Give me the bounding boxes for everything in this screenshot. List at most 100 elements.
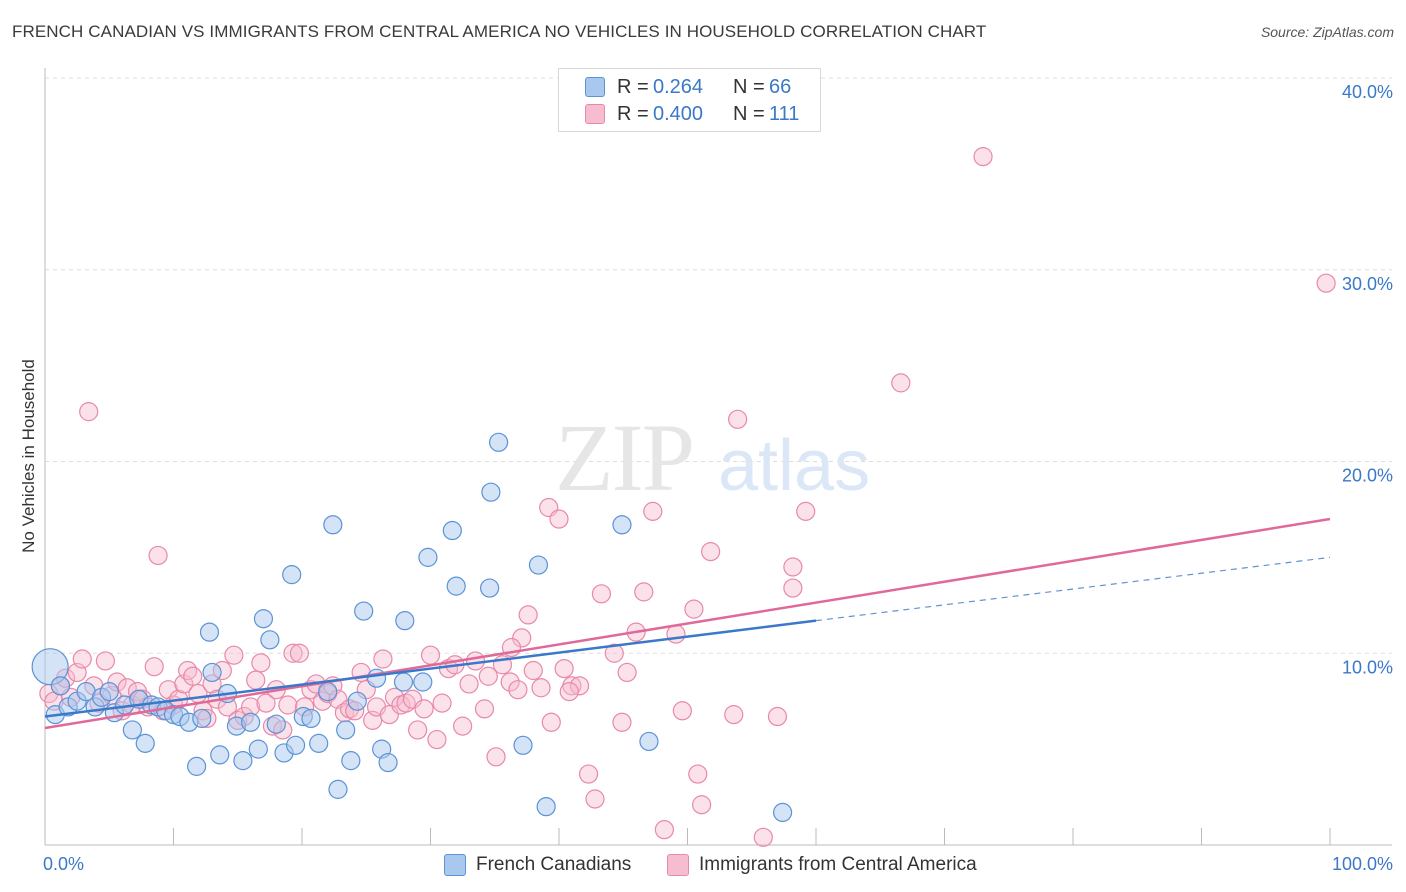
data-point-central-america: [408, 720, 428, 740]
data-point-central-america: [414, 699, 434, 719]
data-point-french-canadians: [318, 681, 338, 702]
data-point-french-canadians: [260, 630, 280, 650]
data-point-french-canadians: [309, 733, 329, 753]
data-point-central-america: [474, 699, 495, 719]
data-point-central-america: [459, 674, 479, 694]
data-point-central-america: [585, 789, 605, 809]
data-point-central-america: [500, 672, 520, 692]
data-point-french-canadians: [285, 735, 306, 755]
data-point-french-canadians: [442, 520, 462, 541]
data-point-central-america: [612, 712, 632, 732]
data-point-french-canadians: [323, 515, 343, 535]
data-point-french-canadians: [301, 708, 321, 729]
tick-labels: 10.0% 20.0% 30.0% 40.0% 0.0% 100.0%: [43, 82, 1393, 874]
data-point-central-america: [72, 649, 92, 669]
data-point-french-canadians: [336, 720, 356, 740]
data-point-central-america: [578, 764, 599, 784]
x-tick-label: 0.0%: [43, 854, 84, 874]
data-point-french-canadians: [393, 672, 414, 692]
legend-label: French Canadians: [476, 854, 632, 875]
data-point-central-america: [256, 693, 276, 713]
data-point-french-canadians: [192, 708, 212, 729]
trend-line-central-america: [44, 517, 1331, 730]
data-point-french-canadians: [639, 731, 659, 752]
data-point-central-america: [251, 653, 271, 673]
data-point-central-america: [617, 662, 637, 683]
data-point-french-canadians: [395, 611, 415, 631]
y-tick-label: 20.0%: [1342, 466, 1393, 486]
y-tick-label: 10.0%: [1342, 657, 1393, 677]
trend-line-french-canadians: [44, 619, 817, 718]
data-point-french-canadians: [135, 733, 155, 753]
data-point-central-america: [183, 666, 203, 686]
r-value: 0.400: [653, 102, 704, 125]
n-value: 111: [769, 102, 800, 125]
data-point-central-america: [79, 402, 99, 422]
data-point-central-america: [427, 729, 447, 750]
data-point-french-canadians: [199, 622, 220, 642]
data-point-central-america: [508, 680, 528, 700]
data-point-central-america: [796, 501, 816, 521]
data-point-central-america: [724, 705, 744, 725]
zipatlas-watermark: ZIP atlas: [555, 404, 870, 511]
data-point-central-america: [701, 542, 721, 562]
legend-swatch-blue: [585, 77, 605, 97]
n-value: 66: [769, 75, 792, 98]
legend-item-central-america: Immigrants from Central America: [667, 852, 977, 878]
data-point-french-canadians: [202, 662, 222, 683]
data-point-central-america: [666, 624, 686, 644]
data-point-central-america: [753, 827, 773, 847]
data-point-central-america: [973, 147, 993, 167]
data-point-central-america: [643, 501, 663, 521]
data-point-central-america: [432, 693, 452, 713]
data-point-central-america: [559, 681, 579, 702]
data-point-central-america: [767, 706, 788, 727]
data-point-central-america: [246, 670, 266, 690]
data-point-french-canadians: [480, 578, 500, 598]
gridlines: [45, 77, 1392, 654]
data-point-french-canadians: [341, 751, 361, 771]
y-axis-label: No Vehicles in Household: [19, 359, 38, 553]
data-point-french-canadians: [528, 555, 549, 575]
data-point-central-america: [178, 660, 198, 681]
data-point-french-canadians: [248, 739, 268, 759]
data-point-central-america: [478, 666, 498, 686]
data-point-central-america: [512, 628, 532, 648]
trend-lines: [44, 517, 1331, 730]
data-point-central-america: [554, 658, 574, 679]
data-point-central-america: [783, 578, 803, 598]
data-point-central-america: [634, 582, 654, 602]
data-point-central-america: [549, 509, 569, 529]
n-label: N =: [733, 75, 765, 98]
data-point-central-america: [283, 643, 303, 663]
watermark-zip: ZIP: [555, 404, 693, 511]
data-point-central-america: [891, 373, 911, 393]
data-point-central-america: [486, 747, 506, 767]
stats-legend: R = 0.264 N = 66 R = 0.400 N = 111: [558, 68, 821, 132]
data-point-french-canadians: [253, 609, 274, 629]
data-point-french-canadians: [354, 601, 374, 621]
r-label: R =: [617, 75, 649, 98]
data-point-central-america: [692, 795, 712, 815]
data-point-french-canadians: [772, 802, 793, 823]
data-point-central-america: [569, 676, 590, 696]
data-point-central-america: [541, 712, 561, 732]
watermark-atlas: atlas: [718, 426, 870, 506]
chart-title: FRENCH CANADIAN VS IMMIGRANTS FROM CENTR…: [12, 22, 987, 41]
data-point-french-canadians: [413, 672, 433, 692]
data-point-central-america: [224, 645, 244, 665]
data-point-french-canadians: [266, 714, 286, 734]
data-point-central-america: [465, 651, 486, 671]
r-label: R =: [617, 102, 649, 125]
data-point-french-canadians: [446, 576, 466, 596]
data-point-french-canadians: [241, 712, 261, 732]
data-point-french-canadians: [328, 779, 348, 799]
data-point-french-canadians: [513, 735, 533, 755]
data-point-french-canadians: [347, 691, 367, 711]
data-point-french-canadians: [50, 676, 71, 696]
data-point-central-america: [523, 660, 543, 681]
data-point-central-america: [684, 599, 704, 619]
r-value: 0.264: [653, 75, 704, 98]
data-point-central-america: [688, 764, 708, 784]
